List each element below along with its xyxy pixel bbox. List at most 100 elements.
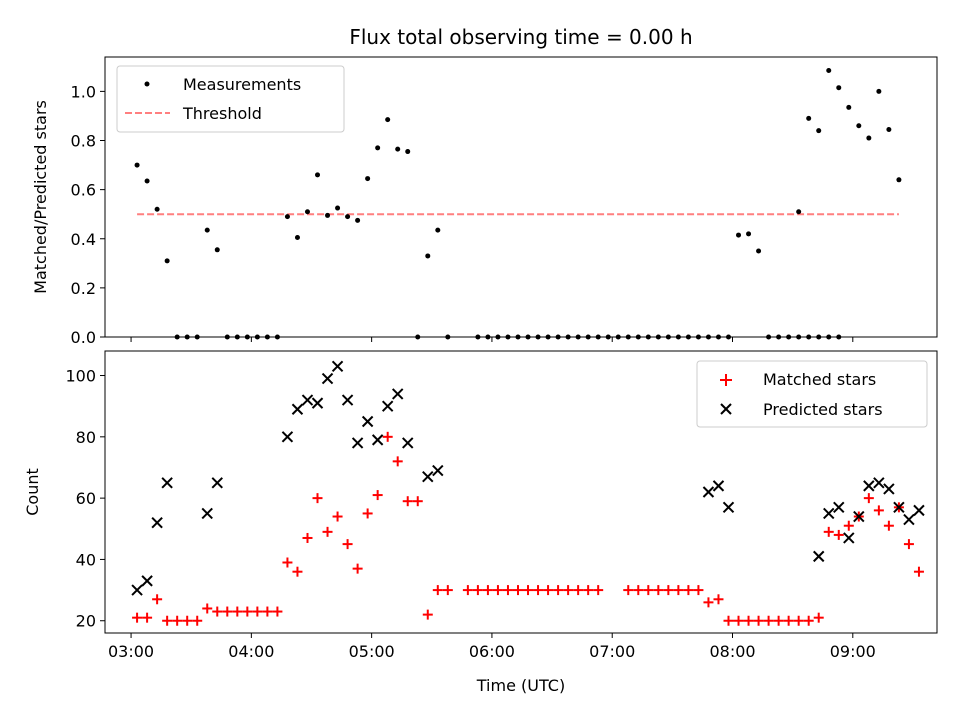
measurement-point (194, 334, 200, 340)
matched-star-point (312, 493, 323, 504)
measurement-point (375, 145, 381, 151)
matched-star-point (533, 585, 544, 596)
measurement-point (746, 231, 752, 237)
predicted-star-point (301, 394, 314, 406)
bottom-y-tick-label: 100 (65, 367, 96, 386)
predicted-star-point (281, 431, 294, 443)
measurement-point (725, 334, 731, 340)
bottom-plot-frame (104, 350, 938, 634)
measurement-point (806, 334, 812, 340)
matched-star-point (813, 612, 824, 623)
measurement-point (495, 334, 501, 340)
measurement-point (244, 334, 250, 340)
predicted-star-point (341, 394, 354, 406)
matched-star-point (543, 585, 554, 596)
predicted-star-point (702, 486, 715, 498)
measurement-point (405, 149, 411, 155)
measurement-point (585, 334, 591, 340)
bottom-axis: 03:00 04:00 05:00 06:00 07:00 08:00 09:00 20 40 6… (65, 367, 875, 661)
measurement-point (144, 178, 150, 184)
measurement-point (846, 104, 852, 110)
x-tick-label: 03:00 (108, 642, 154, 661)
top-legend: Measurements Threshold (116, 65, 345, 133)
top-y-tick-label: 0.8 (71, 132, 96, 151)
measurement-point (675, 334, 681, 340)
matched-star-point (132, 612, 143, 623)
measurement-point (826, 68, 832, 74)
measurement-point (475, 334, 481, 340)
measurement-point (876, 88, 882, 94)
matched-star-point (623, 585, 634, 596)
bottom-y-tick-label: 20 (76, 612, 96, 631)
bottom-legend: Matched stars Predicted stars (696, 360, 928, 428)
matched-star-point (633, 585, 644, 596)
matched-star-point (583, 585, 594, 596)
matched-star-point (523, 585, 534, 596)
matched-star-point (212, 606, 223, 617)
top-axis: 0.0 0.2 0.4 0.6 0.8 1.0 (71, 82, 854, 347)
matched-star-point (663, 585, 674, 596)
measurement-point (505, 334, 511, 340)
measurement-point (274, 334, 280, 340)
x-tick-label: 06:00 (469, 642, 515, 661)
predicted-star-point (361, 415, 374, 428)
x-tick-label: 05:00 (349, 642, 395, 661)
matched-star-point (703, 597, 714, 608)
measurement-point (385, 117, 391, 123)
matched-star-point (673, 585, 684, 596)
matched-star-point (502, 585, 513, 596)
bottom-y-axis-label: Count (23, 468, 42, 516)
measurement-point (655, 334, 661, 340)
matched-star-point (292, 566, 303, 577)
matched-star-point (172, 615, 183, 626)
predicted-star-point (722, 501, 735, 514)
matched-star-point (783, 615, 794, 626)
predicted-star-point (883, 483, 895, 495)
measurement-point (435, 227, 441, 233)
measurement-point (736, 232, 742, 238)
matched-star-point (252, 606, 263, 617)
threshold-legend-label: Threshold (182, 104, 262, 123)
measurement-point (665, 334, 671, 340)
measurement-point (174, 334, 180, 340)
predicted-star-point (381, 400, 394, 412)
measurement-point (645, 334, 651, 340)
measurement-point (896, 177, 902, 183)
measurement-point (575, 334, 581, 340)
measurement-point (595, 334, 601, 340)
measurement-point (325, 212, 331, 218)
measurement-point (776, 334, 782, 340)
measurement-point (365, 176, 371, 182)
matched-star-point (833, 529, 844, 540)
matched-star-point (683, 585, 694, 596)
measurement-point (615, 334, 621, 340)
matched-star-point (472, 585, 483, 596)
top-y-tick-label: 0.2 (71, 279, 96, 298)
bottom-y-tick-label: 40 (76, 550, 96, 569)
matched-star-point (492, 585, 503, 596)
matched-star-point (412, 496, 423, 507)
predicted-star-point (402, 437, 414, 449)
predicted-star-point (432, 464, 444, 477)
top-y-tick-label: 0.6 (71, 181, 96, 200)
measurements-legend-marker (144, 81, 150, 87)
measurement-point (535, 334, 541, 340)
matched-star-point (573, 585, 584, 596)
predicted-legend-marker (720, 403, 732, 415)
predicted-star-point (201, 507, 213, 520)
measurement-point (445, 334, 451, 340)
matched-star-point (743, 615, 754, 626)
matched-star-point (392, 456, 403, 467)
matched-star-point (873, 505, 884, 516)
matched-star-point (693, 585, 704, 596)
matched-star-point (462, 585, 473, 596)
matched-star-point (512, 585, 523, 596)
predicted-star-point (813, 550, 825, 563)
predicted-star-point (161, 477, 173, 489)
matched-star-point (192, 615, 203, 626)
x-tick-label: 04:00 (228, 642, 274, 661)
matched-star-point (232, 606, 243, 617)
measurement-point (786, 334, 792, 340)
predicted-star-point (371, 434, 384, 446)
measurement-point (625, 334, 631, 340)
